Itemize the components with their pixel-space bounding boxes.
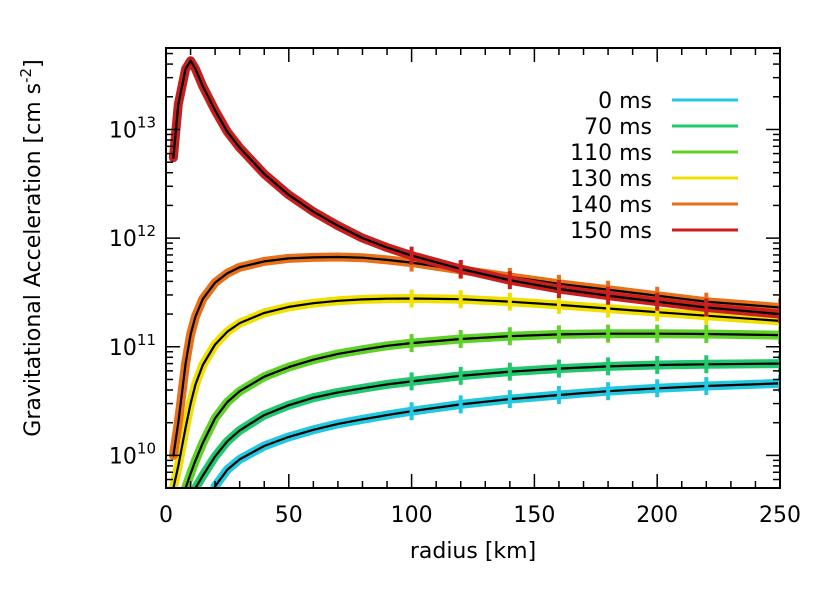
y-tick-label-exponent: 11: [137, 331, 156, 349]
x-tick-labels: 0 50 100 150 200 250: [159, 503, 801, 528]
x-axis-title: radius [km]: [410, 539, 536, 564]
y-tick-label-base: 10: [109, 444, 137, 469]
y-tick-label-base: 10: [109, 227, 137, 252]
x-tick-label: 100: [391, 503, 433, 528]
plot-frame: [165, 47, 781, 489]
y-tick-label: 1010: [109, 439, 156, 469]
legend-label: 150 ms: [570, 219, 652, 244]
series-fit-line-4: [172, 255, 780, 457]
plot-lines: [168, 56, 780, 488]
axis-ticks: [165, 48, 781, 488]
legend-label: 140 ms: [570, 193, 652, 218]
series-fit-line-2: [184, 332, 780, 488]
y-tick-label-exponent: 13: [137, 113, 156, 131]
y-axis-title: Gravitational Acceleration [cm s-2]: [17, 59, 46, 436]
y-tick-label-exponent: 12: [137, 222, 156, 240]
series-markers-2: [409, 324, 780, 353]
x-tick-label: 0: [159, 503, 173, 528]
y-axis-title-main: Gravitational Acceleration [cm s: [21, 83, 46, 437]
y-axis-title-close: ]: [21, 59, 46, 68]
y-tick-label-exponent: 10: [137, 439, 156, 457]
x-tick-label: 200: [636, 503, 678, 528]
series-fit-line-3: [172, 297, 780, 488]
y-tick-label-base: 10: [109, 336, 137, 361]
x-tick-label: 50: [275, 503, 303, 528]
series-markers-5: [409, 246, 780, 324]
series-band-3: [168, 294, 780, 488]
legend-label: 130 ms: [570, 167, 652, 192]
y-tick-label: 1011: [109, 331, 156, 361]
y-axis-title-exponent: -2: [17, 68, 35, 83]
x-tick-label: 150: [513, 503, 555, 528]
x-tick-label: 250: [759, 503, 801, 528]
legend-label: 70 ms: [584, 115, 652, 140]
series-markers-0: [409, 374, 780, 421]
series-fit-line-5: [172, 59, 780, 316]
series-markers-1: [409, 354, 780, 391]
series-fit-line-0: [214, 382, 780, 488]
y-tick-label: 1013: [109, 113, 156, 143]
y-tick-label: 1012: [109, 222, 156, 252]
series-band-4: [168, 252, 780, 460]
legend-label: 0 ms: [598, 89, 652, 114]
legend-label: 110 ms: [570, 141, 652, 166]
y-tick-label-base: 10: [109, 118, 137, 143]
